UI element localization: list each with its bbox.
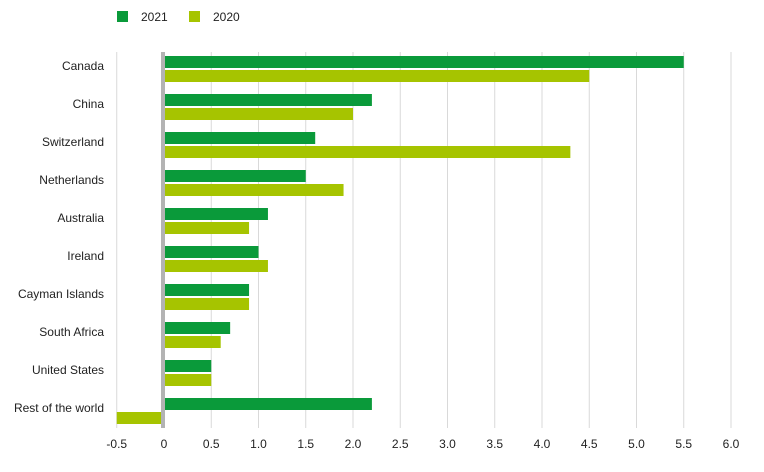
x-tick-label: 4.5 — [581, 437, 598, 451]
bar-2021 — [164, 132, 316, 144]
bars — [116, 56, 684, 424]
x-tick-label: 1.5 — [297, 437, 314, 451]
category-labels: Canada China Switzerland Netherlands Austral… — [14, 59, 104, 415]
legend-swatch — [189, 11, 200, 22]
bar-2020 — [164, 260, 268, 272]
category-label: Rest of the world — [14, 401, 104, 415]
x-tick-label: 0.5 — [203, 437, 220, 451]
bar-2020 — [164, 298, 250, 310]
category-label: Ireland — [67, 249, 104, 263]
x-tick-label: 3.5 — [486, 437, 503, 451]
x-tick-label: 5.0 — [628, 437, 645, 451]
x-tick-label: 3.0 — [439, 437, 456, 451]
category-label: United States — [32, 363, 104, 377]
legend-label: 2021 — [141, 10, 168, 24]
legend-swatch — [117, 11, 128, 22]
bar-2021 — [164, 208, 268, 220]
x-tick-label: 0 — [161, 437, 168, 451]
legend-label: 2020 — [213, 10, 240, 24]
category-label: Netherlands — [39, 173, 104, 187]
bar-2020 — [164, 108, 353, 120]
x-tick-label: 2.0 — [345, 437, 362, 451]
bar-2021 — [164, 284, 250, 296]
category-label: Switzerland — [42, 135, 104, 149]
bar-2021 — [164, 322, 231, 334]
bar-2021 — [164, 360, 212, 372]
bar-2021 — [164, 56, 684, 68]
x-tick-label: 4.0 — [534, 437, 551, 451]
category-label: Cayman Islands — [18, 287, 104, 301]
x-tick-label: 5.5 — [675, 437, 692, 451]
bar-2020 — [164, 70, 590, 82]
category-label: Canada — [62, 59, 104, 73]
bar-2020 — [116, 412, 164, 424]
bar-2020 — [164, 146, 571, 158]
x-tick-label: -0.5 — [106, 437, 127, 451]
bar-2020 — [164, 222, 250, 234]
bar-2020 — [164, 184, 344, 196]
bar-2020 — [164, 336, 221, 348]
x-tick-label: 1.0 — [250, 437, 267, 451]
bar-2021 — [164, 94, 372, 106]
category-label: Australia — [57, 211, 104, 225]
bar-2021 — [164, 170, 306, 182]
x-tick-label: 2.5 — [392, 437, 409, 451]
bar-2021 — [164, 246, 259, 258]
category-label: South Africa — [39, 325, 104, 339]
bar-2021 — [164, 398, 372, 410]
bar-2020 — [164, 374, 212, 386]
zero-axis — [161, 52, 165, 428]
x-tick-label: 6.0 — [723, 437, 740, 451]
legend: 2021 2020 — [117, 10, 240, 24]
zero-axis-line — [161, 52, 165, 428]
category-label: China — [73, 97, 105, 111]
x-tick-labels: -0.5 0 0.5 1.0 1.5 2.0 2.5 3.0 3.5 4.0 4.5 5.0 5.5 6.… — [106, 437, 739, 451]
